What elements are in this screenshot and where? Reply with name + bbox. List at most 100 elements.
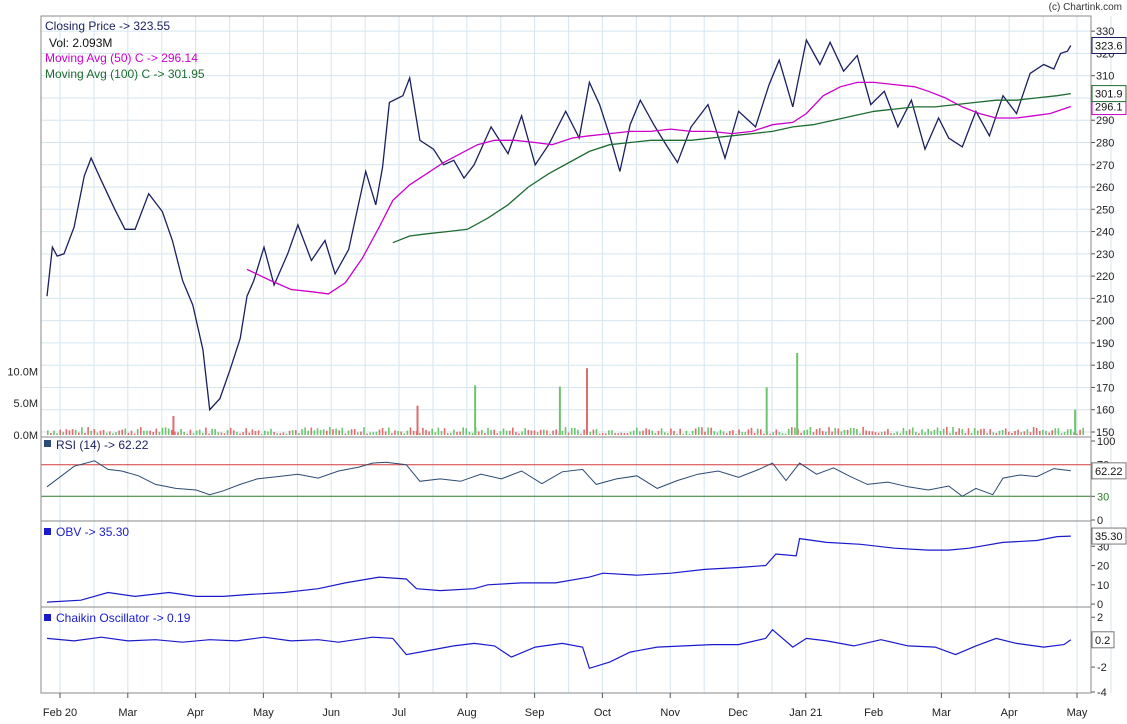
ma100-line [392, 92, 1071, 244]
volume-bar [1004, 428, 1007, 435]
volume-bar [902, 427, 905, 435]
volume-bar [394, 430, 396, 435]
volume-bar [927, 428, 929, 435]
volume-bar [859, 433, 861, 435]
volume-bar [493, 429, 495, 435]
volume-bar [853, 427, 855, 435]
volume-bar [84, 432, 86, 435]
rsi-panel: RSI (14) -> 62.22 [44, 438, 149, 452]
volume-bar [595, 429, 598, 435]
volume-bar [363, 427, 365, 435]
panel-border [40, 436, 1092, 522]
volume-bar [140, 427, 142, 435]
volume-bar [490, 430, 492, 435]
x-tick-label: Nov [660, 707, 680, 719]
volume-bar [704, 431, 706, 435]
volume-bar [710, 427, 712, 435]
volume-bar [862, 426, 864, 435]
volume-bar [856, 428, 858, 435]
volume-bar [484, 432, 486, 435]
volume-bar [487, 428, 489, 435]
volume-bar [471, 432, 474, 435]
volume-bar [964, 433, 967, 435]
volume-bar [942, 428, 945, 435]
closing-price-line-value-box [1091, 36, 1127, 54]
volume-bar [505, 430, 508, 435]
volume-bar [288, 430, 291, 435]
obv-value-box [1091, 527, 1127, 545]
volume-bar [341, 427, 344, 435]
volume-bar [738, 429, 740, 435]
volume-bar [707, 427, 709, 435]
volume-bar [146, 430, 148, 435]
volume-bar [319, 429, 322, 435]
closing-price-line-value: 323.6 [1095, 40, 1123, 52]
volume-bar [260, 433, 263, 435]
volume-bar [301, 429, 303, 435]
volume-bar [546, 430, 548, 435]
volume-bar [911, 427, 914, 435]
volume-bar [412, 430, 415, 435]
volume-bar [806, 429, 809, 435]
volume-bar [750, 427, 753, 435]
volume-bar [332, 429, 334, 435]
volume-bar [310, 427, 313, 435]
volume-bar [68, 430, 71, 435]
price-tick-label: 160 [1096, 405, 1114, 417]
volume-bar [620, 432, 623, 435]
volume-bar [772, 432, 774, 435]
volume-bar [440, 431, 443, 435]
volume-bar [1079, 429, 1081, 435]
volume-bar [747, 429, 750, 435]
price-tick-label: 180 [1096, 360, 1114, 372]
volume-bar [918, 433, 920, 435]
volume-bar [629, 431, 632, 435]
volume-bar [657, 430, 660, 435]
price-tick-label: 220 [1096, 271, 1114, 283]
chaikin-tick-label: -4 [1097, 687, 1107, 699]
volume-bar [477, 431, 480, 435]
volume-bar [233, 430, 235, 435]
volume-bar [171, 429, 173, 435]
volume-bar [846, 429, 849, 435]
volume-bar [291, 430, 294, 435]
volume-bar [843, 429, 846, 435]
volume-bar [1076, 433, 1078, 435]
volume-bar [642, 430, 644, 435]
volume-bar [164, 427, 167, 435]
volume-bar [667, 433, 669, 435]
price-tick-label: 210 [1096, 293, 1114, 305]
x-tick-label: Feb [864, 707, 883, 719]
volume-bar [558, 386, 561, 435]
volume-bar [722, 431, 725, 435]
obv-tick-label: 0 [1097, 599, 1103, 611]
volume-bar [921, 429, 923, 435]
chaikin-title: Chaikin Oscillator -> 0.19 [56, 611, 191, 625]
volume-bar [366, 433, 368, 435]
volume-bar [765, 387, 768, 435]
x-tick-label: Feb 20 [43, 707, 77, 719]
volume-bar [264, 430, 266, 435]
volume-bar [307, 430, 309, 435]
volume-bar [409, 427, 412, 435]
obv-value: 35.30 [1095, 531, 1123, 543]
volume-bar [1073, 432, 1075, 435]
volume-bar [716, 432, 719, 435]
volume-tick-label: 0.0M [14, 430, 38, 442]
volume-bar [251, 429, 254, 435]
volume-bar [515, 432, 517, 435]
volume-bar [1074, 409, 1077, 435]
x-tick-label: Mar [118, 707, 137, 719]
volume-bar [539, 429, 542, 435]
volume-bar [350, 429, 353, 435]
volume-bar [527, 430, 530, 435]
volume-bar [434, 432, 437, 435]
volume-bar [450, 432, 452, 435]
volume-bar [577, 429, 579, 435]
volume-bar [223, 433, 226, 435]
volume-bar [908, 429, 911, 435]
rsi-tick-label: 0 [1097, 515, 1103, 527]
volume-bar [270, 428, 272, 435]
volume-bar [939, 431, 942, 435]
